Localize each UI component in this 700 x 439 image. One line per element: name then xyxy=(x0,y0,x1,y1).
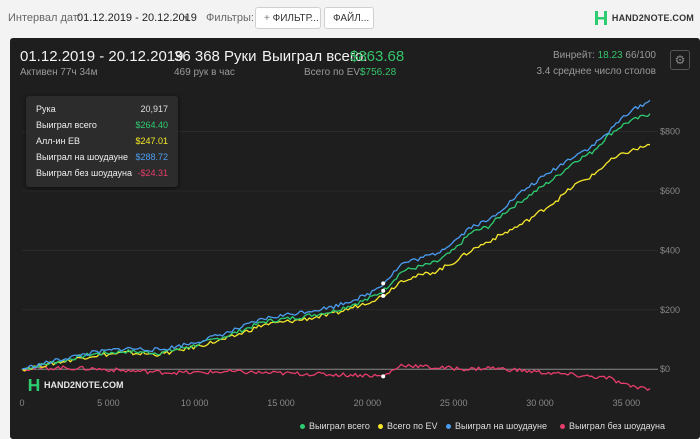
report-panel: 01.12.2019 - 20.12.2019 Активен 77ч 34м … xyxy=(10,38,700,439)
y-tick-label: $200 xyxy=(660,305,680,315)
tooltip-label: Выиграл всего xyxy=(36,120,97,130)
legend-dot-icon xyxy=(560,424,565,430)
tooltip-row: Выиграл всего $264.40 xyxy=(36,120,168,136)
y-tick-label: $400 xyxy=(660,245,680,255)
series-line xyxy=(21,99,651,370)
legend-label: Выиграл всего xyxy=(309,421,370,431)
summary-hands: 36 368 Руки xyxy=(174,48,257,65)
tooltip-value: -$24.31 xyxy=(137,168,168,178)
hover-point xyxy=(381,281,386,286)
summary-ev-label: Всего по EV: xyxy=(304,67,363,78)
chevron-down-icon[interactable]: ▼ xyxy=(182,13,191,23)
legend-label: Всего по EV xyxy=(387,421,438,431)
legend-dot-icon xyxy=(300,424,305,430)
summary-won-total-label: Выиграл всего: xyxy=(262,48,368,65)
summary-hands-per-hour: 469 рук в час xyxy=(174,67,235,78)
summary-ev-value: $756.28 xyxy=(360,67,397,78)
x-tick-label: 10 000 xyxy=(181,398,209,408)
chart-watermark: HAND2NOTE.COM xyxy=(28,378,124,392)
y-tick-label: $800 xyxy=(660,127,680,137)
tooltip-row: Алл-ин ЕВ $247.01 xyxy=(36,136,168,152)
winrate-value: 18.23 xyxy=(597,50,623,61)
file-button[interactable]: ФАЙЛ... xyxy=(324,7,374,29)
date-interval-label: Интервал дат: xyxy=(8,12,81,24)
x-tick-label: 15 000 xyxy=(267,398,295,408)
legend-dot-icon xyxy=(446,424,451,430)
plus-icon: + xyxy=(264,13,270,24)
logo-icon xyxy=(28,379,40,391)
legend-item[interactable]: Всего по EV xyxy=(378,421,437,431)
filter-button[interactable]: + ФИЛЬТР... xyxy=(255,7,321,29)
x-tick-label: 30 000 xyxy=(526,398,554,408)
winrate-label: Винрейт: xyxy=(552,50,595,61)
logo-icon xyxy=(594,11,607,25)
legend-dot-icon xyxy=(378,424,383,430)
legend-item[interactable]: Выиграл на шоудауне xyxy=(446,421,547,431)
tooltip-value: $288.72 xyxy=(135,152,168,162)
tooltip-value: $264.40 xyxy=(135,120,168,130)
tooltip-row: Рука 20,917 xyxy=(36,104,168,120)
y-tick-label: $600 xyxy=(660,186,680,196)
hover-point xyxy=(381,293,386,298)
summary-date-range: 01.12.2019 - 20.12.2019 xyxy=(20,48,184,65)
x-tick-label: 0 xyxy=(19,398,24,408)
profit-chart: $0 $200 $400 $600 $800 0 5 000 10 000 15 000 20 0… xyxy=(19,99,680,408)
summary-avg-tables: 3.4 среднее число столов xyxy=(536,66,656,77)
tooltip-label: Выиграл на шоудауне xyxy=(36,152,128,162)
x-tick-label: 20 000 xyxy=(354,398,382,408)
hover-point xyxy=(381,288,386,293)
x-tick-label: 25 000 xyxy=(440,398,468,408)
gear-icon[interactable]: ⚙ xyxy=(670,50,690,70)
tooltip-label: Алл-ин ЕВ xyxy=(36,136,81,146)
summary-won-total-value: $863.68 xyxy=(350,48,405,65)
logo-text: HAND2NOTE.COM xyxy=(611,13,694,23)
tooltip-row: Выиграл на шоудауне $288.72 xyxy=(36,152,168,168)
toolbar: Интервал дат: 01.12.2019 - 20.12.2019 ▼ … xyxy=(0,0,700,38)
series-line xyxy=(21,113,651,370)
series-line xyxy=(21,363,651,391)
tooltip-label: Рука xyxy=(36,104,56,114)
tooltip-row: Выиграл без шоудауна -$24.31 xyxy=(36,168,168,184)
x-tick-label: 35 000 xyxy=(613,398,641,408)
summary-winrate: Винрейт: 18.23 66/100 xyxy=(553,50,656,61)
filter-button-label: ФИЛЬТР... xyxy=(272,13,319,24)
hover-point xyxy=(381,374,386,379)
winrate-suffix: 66/100 xyxy=(625,50,656,61)
tooltip-label: Выиграл без шоудауна xyxy=(36,168,132,178)
legend-label: Выиграл без шоудауна xyxy=(569,421,665,431)
file-button-label: ФАЙЛ... xyxy=(333,13,370,24)
tooltip-value: $247.01 xyxy=(135,136,168,146)
summary-active-time: Активен 77ч 34м xyxy=(20,67,98,78)
chart-legend: Выиграл всего Всего по EV Выиграл на шоу… xyxy=(0,421,700,435)
legend-label: Выиграл на шоудауне xyxy=(455,421,547,431)
filters-label: Фильтры: xyxy=(206,12,254,24)
date-interval-value[interactable]: 01.12.2019 - 20.12.2019 xyxy=(77,12,197,24)
watermark-text: HAND2NOTE.COM xyxy=(44,380,124,390)
hand2note-logo: HAND2NOTE.COM xyxy=(594,8,694,28)
tooltip-value: 20,917 xyxy=(140,104,168,114)
chart-tooltip: Рука 20,917 Выиграл всего $264.40 Алл-ин… xyxy=(26,96,178,187)
y-tick-label: $0 xyxy=(660,364,670,374)
legend-item[interactable]: Выиграл всего xyxy=(300,421,370,431)
legend-item[interactable]: Выиграл без шоудауна xyxy=(560,421,665,431)
x-tick-label: 5 000 xyxy=(97,398,120,408)
